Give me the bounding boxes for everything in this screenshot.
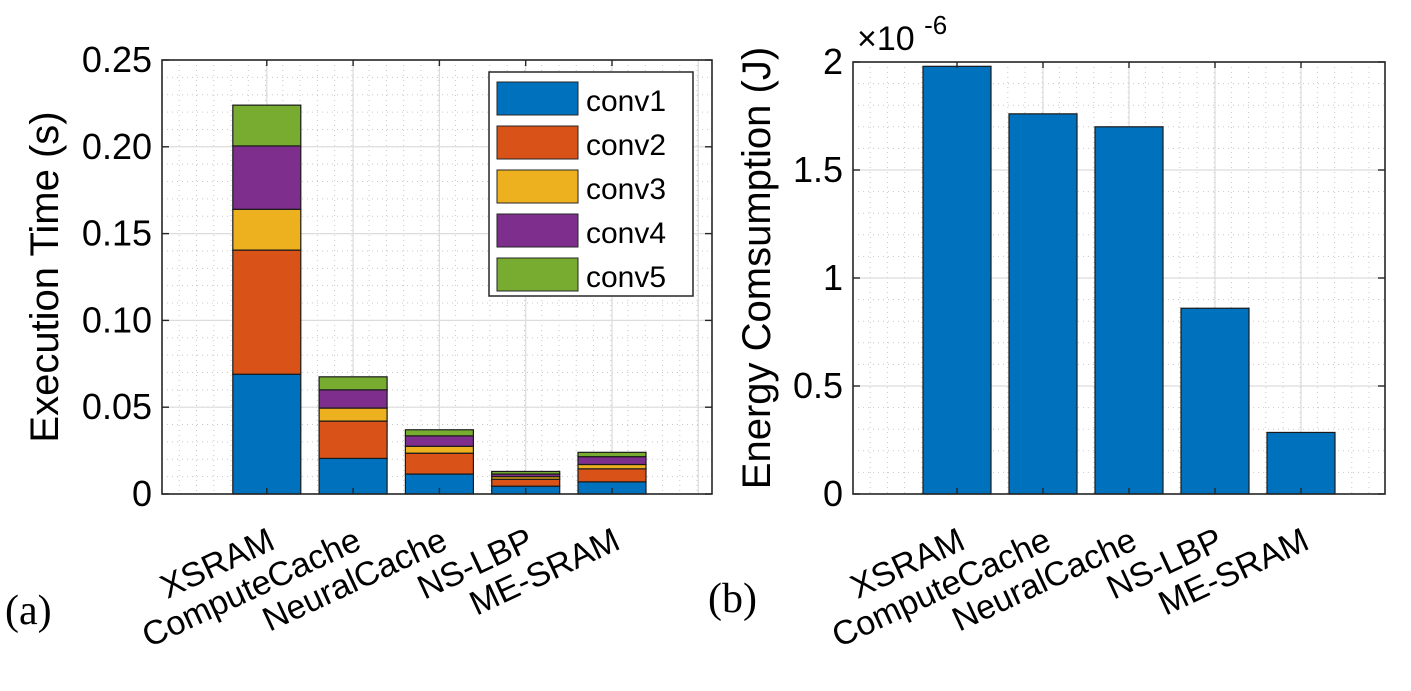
exponent-base: ×10	[857, 20, 915, 58]
bars-a	[232, 104, 647, 495]
bar-segment-conv4-xsram	[232, 145, 302, 210]
bar-segment-conv4-computecache	[318, 389, 388, 409]
legend-swatch-conv3	[496, 169, 579, 204]
y-tick-label: 0.15	[82, 213, 152, 254]
bar-xsram	[922, 65, 992, 495]
bar-me-sram	[1266, 431, 1336, 495]
y-tick-label: 0.05	[82, 386, 152, 427]
legend-swatch-conv5	[496, 257, 579, 292]
bar-segment-conv2-computecache	[318, 420, 388, 460]
bar-ns-lbp	[1180, 307, 1250, 495]
y-tick-label: 1	[823, 257, 843, 298]
legend-label-conv2: conv2	[586, 129, 666, 162]
bar-segment-conv2-xsram	[232, 249, 302, 375]
axes-box-a	[161, 59, 713, 495]
bar-segment-conv2-me-sram	[577, 468, 647, 483]
legend-label-conv3: conv3	[586, 173, 666, 206]
y-axis-label-b: Energy Comsumption (J)	[735, 47, 779, 489]
bar-segment-conv2-neuralcache	[404, 452, 474, 475]
bar-segment-conv5-xsram	[232, 104, 302, 147]
x-tick-labels-b: XSRAMComputeCacheNeuralCacheNS-LBPME-SRA…	[826, 521, 1314, 655]
y-tick-label: 2	[823, 41, 843, 82]
legend-swatch-conv2	[496, 125, 579, 160]
bar-segment-conv3-neuralcache	[404, 445, 474, 454]
y-tick-label: 1.5	[793, 149, 843, 190]
exponent-power: -6	[924, 10, 947, 40]
y-tick-label: 0.20	[82, 126, 152, 167]
y-tick-label: 0.10	[82, 299, 152, 340]
panel-label-b: (b)	[708, 576, 757, 622]
exponent-multiplier: ×10 -6	[857, 10, 947, 58]
y-tick-label: 0	[132, 473, 152, 514]
bar-neuralcache	[1094, 126, 1164, 495]
bar-segment-conv3-computecache	[318, 407, 388, 422]
bar-segment-conv5-neuralcache	[404, 429, 474, 437]
x-tick-labels-a: XSRAMComputeCacheNeuralCacheNS-LBPME-SRA…	[136, 521, 625, 655]
legend-label-conv4: conv4	[586, 217, 666, 250]
bar-segment-conv3-xsram	[232, 208, 302, 251]
panel-label-a: (a)	[5, 588, 52, 634]
bar-segment-conv2-ns-lbp	[491, 478, 561, 487]
y-ticks-b: 0 0.5 1 1.5 2	[793, 41, 1385, 514]
legend-swatch-conv4	[496, 213, 579, 248]
bar-segment-conv4-neuralcache	[404, 435, 474, 447]
legend-a: conv1 conv2 conv3 conv4 conv5	[488, 71, 694, 297]
bars-b	[922, 65, 1336, 495]
panel-a-execution-time-chart: 0 0.05 0.10 0.15 0.20 0.25 XSRAMComputeCacheN…	[5, 39, 713, 655]
legend-label-conv5: conv5	[586, 261, 666, 294]
panel-b-energy-chart: 0 0.5 1 1.5 2 XSRAMComputeCacheNeuralCacheNS…	[708, 10, 1386, 655]
bar-segment-conv1-xsram	[232, 373, 302, 495]
legend-swatch-conv1	[496, 81, 579, 116]
bar-segment-conv5-me-sram	[577, 451, 647, 458]
y-ticks-a: 0 0.05 0.10 0.15 0.20 0.25	[82, 39, 712, 514]
y-axis-label-a: Execution Time (s)	[23, 111, 67, 442]
legend-label-conv1: conv1	[586, 85, 666, 118]
y-tick-label: 0	[823, 473, 843, 514]
bar-computecache	[1008, 113, 1078, 495]
bar-segment-conv5-ns-lbp	[491, 470, 561, 475]
bar-segment-conv5-computecache	[318, 376, 388, 391]
bar-segment-conv3-me-sram	[577, 463, 647, 470]
bar-segment-conv4-me-sram	[577, 456, 647, 466]
y-tick-label: 0.5	[793, 365, 843, 406]
y-tick-label: 0.25	[82, 39, 152, 80]
